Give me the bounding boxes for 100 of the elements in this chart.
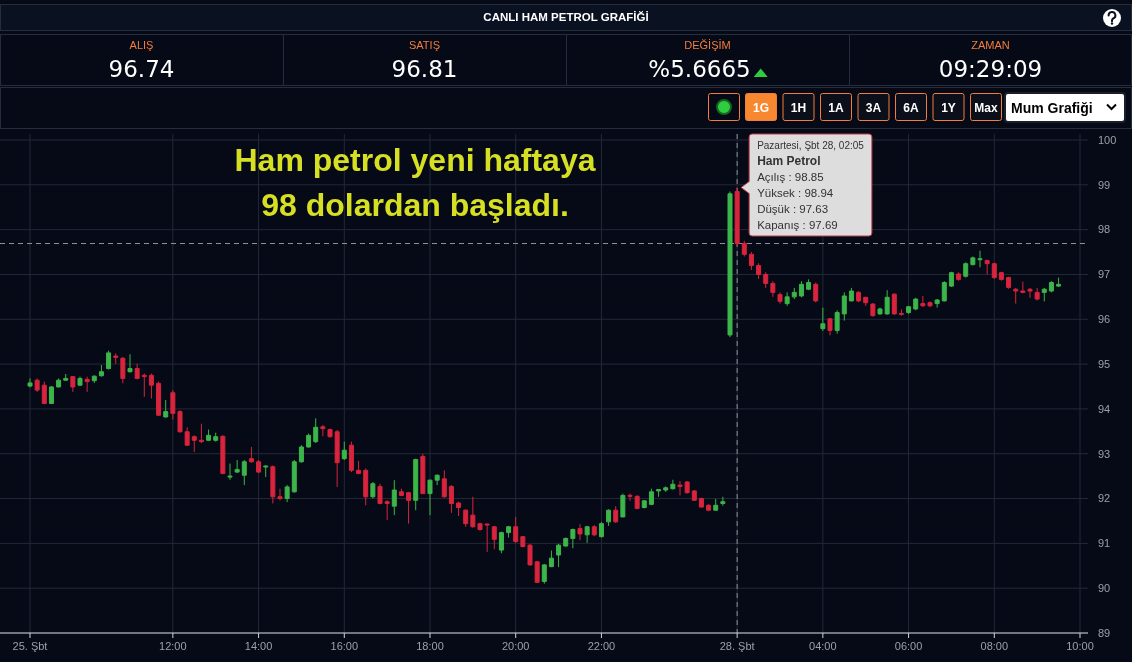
candlestick xyxy=(584,525,590,544)
candlestick xyxy=(820,307,826,332)
candlestick xyxy=(577,523,583,541)
candlestick xyxy=(98,364,104,378)
candlestick xyxy=(141,373,147,398)
candlestick xyxy=(456,501,462,517)
candlestick xyxy=(863,296,869,307)
candlestick xyxy=(91,374,97,384)
y-tick-label: 94 xyxy=(1098,402,1111,415)
candlestick xyxy=(198,423,204,444)
candlestick xyxy=(206,429,212,442)
candlestick xyxy=(248,446,254,464)
candlestick xyxy=(891,292,897,316)
candlestick xyxy=(698,497,704,509)
candlestick xyxy=(163,399,169,418)
candlestick xyxy=(806,278,812,291)
x-tick-label: 06:00 xyxy=(894,640,923,652)
candlestick xyxy=(941,280,947,302)
button: 3A xyxy=(857,93,890,121)
text: SATIŞ xyxy=(409,39,440,51)
candlestick xyxy=(156,381,162,417)
candlestick xyxy=(813,282,819,303)
button: 1H xyxy=(782,93,815,121)
candlestick xyxy=(648,488,654,506)
y-tick-label: 98 xyxy=(1098,223,1111,236)
candlestick xyxy=(498,531,504,554)
candlestick xyxy=(841,291,847,322)
candlestick xyxy=(956,271,962,282)
candlestick xyxy=(691,489,697,502)
candlestick xyxy=(898,308,904,317)
candlestick xyxy=(420,453,426,495)
button: 1G xyxy=(745,93,777,121)
candlestick xyxy=(998,271,1004,282)
candlestick xyxy=(348,441,354,473)
candlestick xyxy=(563,537,569,547)
candlestick xyxy=(441,469,447,499)
candlestick xyxy=(827,317,833,336)
candlestick xyxy=(220,434,226,475)
candlestick xyxy=(34,377,40,393)
candlestick xyxy=(784,291,790,307)
candlestick xyxy=(870,302,876,318)
button: Max xyxy=(970,93,1002,121)
candlestick xyxy=(356,460,362,475)
x-tick-label: 04:00 xyxy=(809,640,837,652)
candlestick xyxy=(1006,276,1012,290)
candlestick xyxy=(913,297,919,311)
x-tick-label: 14:00 xyxy=(244,640,273,652)
text: 96.81 xyxy=(391,56,458,82)
text: ALIŞ xyxy=(129,39,154,51)
x-tick-label: 10:00 xyxy=(1066,640,1094,652)
candlestick xyxy=(984,259,990,275)
y-tick-label: 95 xyxy=(1098,357,1111,370)
candlestick xyxy=(656,488,662,498)
x-tick-label: 12:00 xyxy=(159,640,187,652)
candlestick xyxy=(63,373,69,382)
y-tick-label: 92 xyxy=(1098,492,1111,505)
candlestick xyxy=(70,375,76,393)
y-tick-label: 93 xyxy=(1098,447,1111,460)
candlestick xyxy=(113,352,119,365)
candlestick xyxy=(856,290,862,303)
candlestick xyxy=(791,287,797,300)
text: 96.74 xyxy=(108,56,175,82)
candlestick xyxy=(763,271,769,289)
candlestick xyxy=(591,524,597,537)
candlestick xyxy=(284,484,290,503)
candlestick xyxy=(306,433,312,448)
candlestick xyxy=(748,251,754,271)
candlestick xyxy=(120,356,126,384)
candlestick xyxy=(734,187,740,247)
candlestick xyxy=(84,376,90,393)
candlestick xyxy=(670,479,676,491)
y-tick-label: 91 xyxy=(1098,537,1111,550)
candlestick xyxy=(756,262,762,280)
candlestick xyxy=(406,491,412,525)
candlestick xyxy=(241,459,247,486)
candlestick xyxy=(213,432,219,443)
candlestick xyxy=(463,508,469,528)
candlestick xyxy=(798,280,804,298)
candlestick xyxy=(906,305,912,315)
x-tick-label: 16:00 xyxy=(330,640,359,652)
candlestick xyxy=(106,350,112,370)
dropdown: Mum Grafiği xyxy=(1004,92,1126,123)
y-tick-label: 90 xyxy=(1098,582,1111,595)
candlestick xyxy=(41,381,47,405)
text: %5.6665 xyxy=(648,56,751,82)
candlestick xyxy=(570,528,576,549)
y-tick-label: 96 xyxy=(1098,313,1111,326)
candlestick xyxy=(148,373,154,400)
candlestick xyxy=(1034,287,1040,301)
candlestick xyxy=(298,444,304,464)
candlestick xyxy=(1056,277,1062,288)
x-tick-label: 08:00 xyxy=(980,640,1009,652)
annotation: Pazartesi, Şbt 28, 02:05 Ham Petrol Açılış : 98.85 Yüksek : 98.94 Düşük : 97.63 Kapanış : 97.69 xyxy=(757,140,865,231)
candlestick xyxy=(134,363,140,380)
x-tick-label: 18:00 xyxy=(416,640,444,652)
x-tick-label: 25. Şbt xyxy=(12,640,48,652)
candlestick xyxy=(227,463,233,481)
candlestick xyxy=(398,488,404,497)
candlestick xyxy=(256,459,262,474)
candlestick xyxy=(727,191,733,338)
